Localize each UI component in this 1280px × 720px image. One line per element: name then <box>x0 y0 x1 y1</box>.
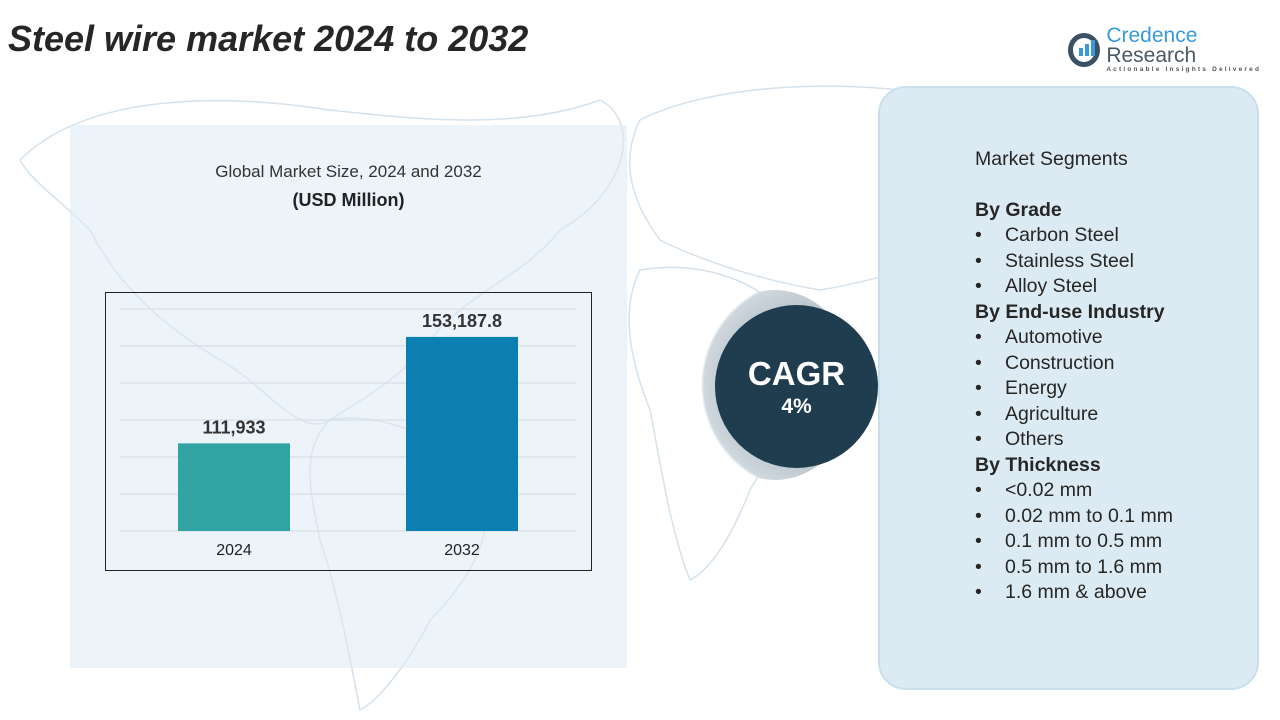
cagr-value: 4% <box>781 395 812 418</box>
logo-name-1: Credence <box>1106 24 1198 47</box>
bar-2024 <box>178 443 290 531</box>
cagr-label: CAGR <box>747 355 846 392</box>
segment-item: <0.02 mm <box>975 478 1173 504</box>
segment-item: 1.6 mm & above <box>975 580 1173 606</box>
logo-tagline: Actionable Insights Delivered <box>1106 66 1262 73</box>
segment-group-title: By Grade <box>975 198 1062 221</box>
segment-item: 0.1 mm to 0.5 mm <box>975 529 1173 555</box>
segment-item: 0.02 mm to 0.1 mm <box>975 504 1173 530</box>
chart-frame: 111,933 2024 153,187.8 2032 <box>105 292 592 571</box>
market-segments: Market Segments By GradeCarbon SteelStai… <box>975 147 1173 606</box>
segments-heading: Market Segments <box>975 148 1128 170</box>
segment-item: Carbon Steel <box>975 223 1173 249</box>
x-tick-label: 2024 <box>216 542 252 559</box>
data-label: 153,187.8 <box>422 311 502 331</box>
chart-title: Global Market Size, 2024 and 2032 <box>215 162 482 181</box>
data-label: 111,933 <box>202 417 265 437</box>
segment-item: Alloy Steel <box>975 274 1173 300</box>
segment-item: Construction <box>975 351 1173 377</box>
bar-2032 <box>406 336 518 531</box>
page-title: Steel wire market 2024 to 2032 <box>8 18 529 59</box>
segment-item: Others <box>975 427 1173 453</box>
chart-panel <box>70 125 627 668</box>
credence-research-logo: Credence Research Actionable Insights De… <box>1068 24 1280 73</box>
chart-unit: (USD Million) <box>292 190 405 210</box>
segment-group-title: By End-use Industry <box>975 300 1165 323</box>
segment-item: 0.5 mm to 1.6 mm <box>975 555 1173 581</box>
logo-bar-chart-icon <box>1068 32 1101 67</box>
logo-name-2: Research <box>1106 44 1197 67</box>
cagr-badge: CAGR 4% <box>715 305 878 468</box>
x-tick-label: 2032 <box>444 542 480 559</box>
segment-item: Automotive <box>975 325 1173 351</box>
bar-chart: 111,933 2024 153,187.8 2032 <box>120 308 576 559</box>
segment-item: Agriculture <box>975 402 1173 428</box>
segment-group-title: By Thickness <box>975 453 1101 476</box>
segment-item: Stainless Steel <box>975 249 1173 275</box>
segment-item: Energy <box>975 376 1173 402</box>
